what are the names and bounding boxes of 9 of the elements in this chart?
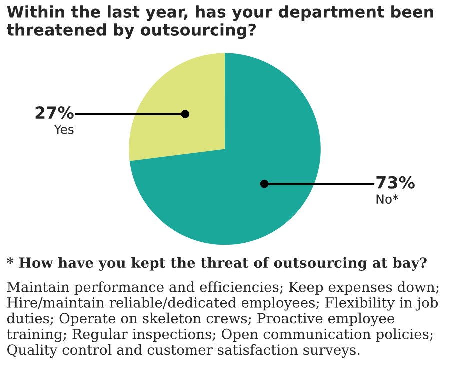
text: * How have you kept the threat of outsourcing at bay? (7, 257, 427, 272)
pie-slice (130, 53, 321, 246)
pie-slice (129, 53, 225, 162)
slice-label: No* (376, 194, 398, 204)
chart-title: Within the last year, has your department been threatened by outsourcing? (6, 6, 434, 40)
data-label: 73% (376, 176, 415, 189)
data-label: 27% (36, 106, 74, 120)
text: Maintain performance and efficiencies; Keep expenses down; Hire/maintain reliable/dedicated employees; Flexibility in job duties; Operate on skeleton crews; Proactive employee training; Regular inspections; Open communication policies; Quality control and customer satisfaction surveys. (7, 282, 439, 358)
slice-label: Yes (54, 124, 74, 134)
